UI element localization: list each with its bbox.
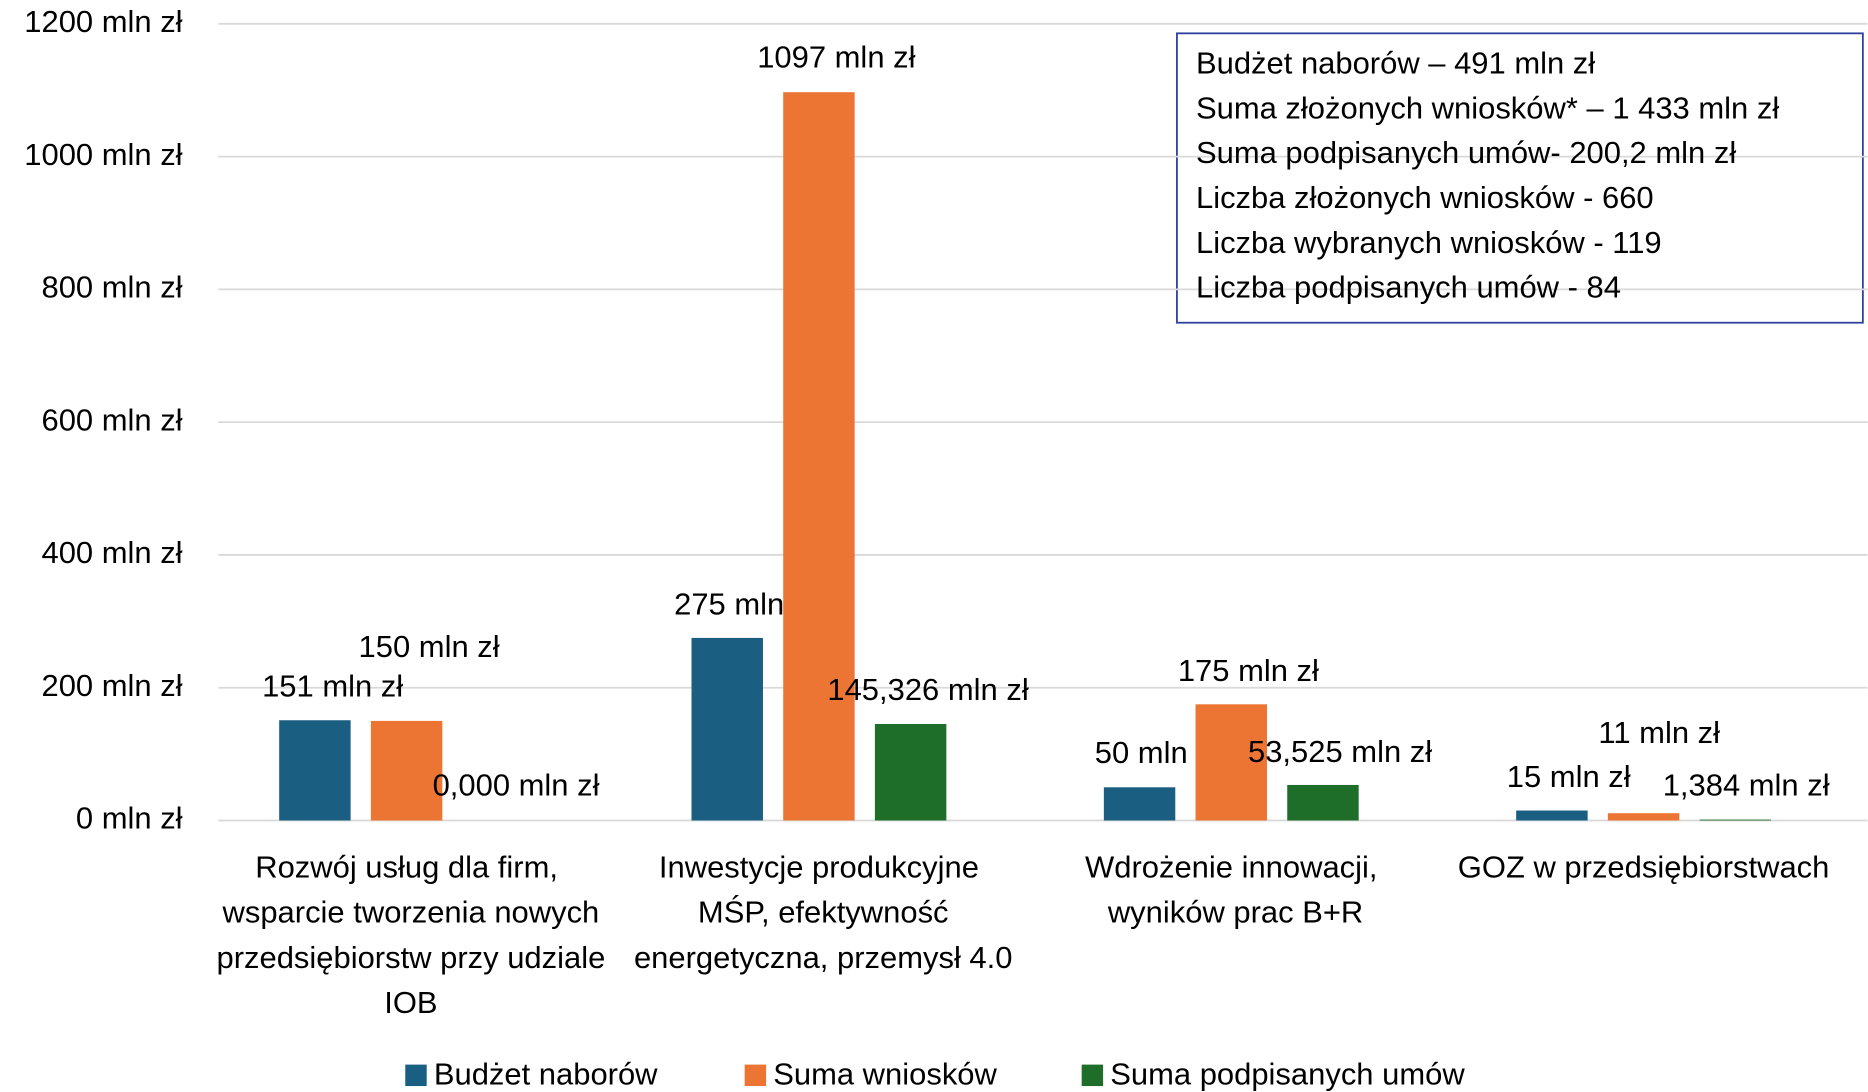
bar bbox=[874, 724, 947, 821]
x-tick-label: Rozwój usług dla firm, wsparcie tworzeni… bbox=[208, 849, 605, 1020]
legend-label: Suma podpisanych umów bbox=[1110, 1057, 1465, 1092]
annotation-box bbox=[1176, 32, 1864, 324]
annotation-line: Liczba złożonych wniosków - 660 bbox=[1196, 180, 1654, 215]
x-tick-label: GOZ w przedsiębiorstwach bbox=[1458, 849, 1830, 884]
y-tick-label: 1200 mln zł bbox=[24, 4, 182, 39]
annotation-line: Budżet naborów – 491 mln zł bbox=[1196, 46, 1595, 81]
bar bbox=[1287, 784, 1359, 821]
x-tick-label: Wdrożenie innowacji, wyników prac B+R bbox=[1085, 849, 1377, 929]
legend-label: Suma wniosków bbox=[773, 1057, 997, 1092]
data-label: 0,000 mln zł bbox=[433, 767, 600, 802]
bar bbox=[279, 720, 351, 821]
y-tick-label: 0 mln zł bbox=[76, 801, 183, 836]
bar bbox=[1195, 704, 1267, 821]
data-label: 145,326 mln zł bbox=[827, 672, 1028, 707]
data-label: 11 mln zł bbox=[1598, 715, 1720, 750]
y-tick-label: 400 mln zł bbox=[42, 535, 183, 570]
data-label: 1,384 mln zł bbox=[1663, 767, 1830, 802]
bar bbox=[1103, 787, 1176, 821]
data-label: 150 mln zł bbox=[359, 629, 500, 664]
y-tick-label: 600 mln zł bbox=[42, 402, 183, 437]
data-label: 15 mln zł bbox=[1507, 759, 1631, 794]
data-label: 151 mln zł bbox=[262, 668, 403, 703]
bar bbox=[783, 92, 855, 821]
legend-swatch bbox=[744, 1064, 767, 1087]
annotation-line: Liczba podpisanych umów - 84 bbox=[1196, 270, 1621, 305]
legend-label: Budżet naborów bbox=[434, 1057, 658, 1092]
bar bbox=[691, 637, 763, 821]
legend-swatch bbox=[1081, 1064, 1104, 1087]
annotation-line: Suma złożonych wniosków* – 1 433 mln zł bbox=[1196, 90, 1779, 125]
bar bbox=[1607, 813, 1680, 821]
y-tick-label: 800 mln zł bbox=[42, 270, 183, 305]
data-label: 53,525 mln zł bbox=[1248, 734, 1432, 769]
bar bbox=[370, 720, 443, 821]
legend-swatch bbox=[405, 1064, 427, 1087]
annotation-line: Suma podpisanych umów- 200,2 mln zł bbox=[1196, 135, 1736, 170]
y-tick-label: 200 mln zł bbox=[42, 668, 183, 703]
bar bbox=[1516, 810, 1588, 821]
x-tick-label: Inwestycje produkcyjne MŚP, efektywność … bbox=[625, 849, 1012, 975]
y-tick-label: 1000 mln zł bbox=[24, 137, 182, 172]
data-label: 175 mln zł bbox=[1178, 653, 1319, 688]
data-label: 1097 mln zł bbox=[757, 40, 915, 75]
bar bbox=[1699, 819, 1772, 821]
annotation-line: Liczba wybranych wniosków - 119 bbox=[1196, 225, 1662, 260]
